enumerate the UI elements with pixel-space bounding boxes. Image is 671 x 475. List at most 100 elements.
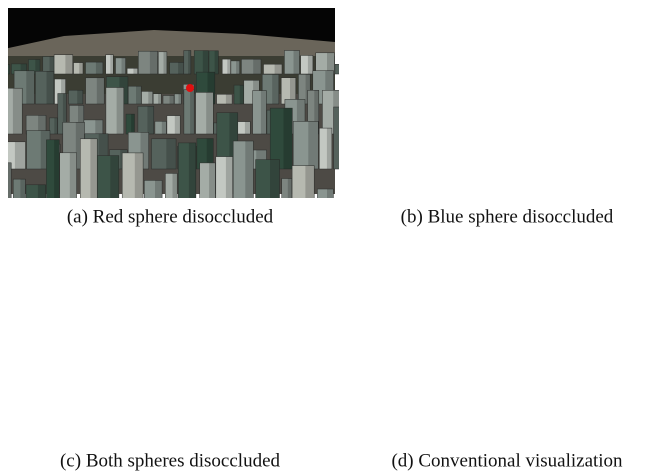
building-shade [524,171,528,204]
building [68,89,84,105]
building [368,383,386,412]
building [530,144,545,204]
building-shade [6,308,10,317]
building-shade [473,94,480,104]
building [13,422,25,447]
red-sphere [186,84,194,92]
building [194,294,208,317]
building [154,121,167,135]
building [334,64,339,75]
building [26,358,46,377]
building [166,115,181,135]
building [498,306,515,317]
building [461,89,474,134]
building [263,63,283,75]
building [214,366,237,377]
building-shade [65,298,73,317]
building [376,315,385,347]
building [222,302,230,317]
caption: (c) Both spheres disoccluded [60,450,281,471]
building-shade [534,335,542,347]
building-shade [78,348,84,377]
building [354,308,371,317]
building [386,67,401,74]
building [53,54,74,75]
building [350,421,376,447]
building-shade [214,50,219,74]
building [338,108,357,134]
building [14,314,34,347]
building-shade [202,50,209,74]
building-shade [502,333,508,348]
building-shade [587,175,594,204]
building-shade [469,297,476,317]
caption: (a) Red sphere disoccluded [67,206,274,227]
building [467,289,492,377]
building-shade [488,395,496,413]
building [411,103,422,134]
building [593,429,612,447]
building [178,386,196,447]
sky [343,4,671,194]
building [241,58,262,75]
building-shade [38,115,47,134]
building-shade [333,333,340,377]
building-shade [345,318,350,347]
building [138,294,157,317]
building-shade [469,89,474,134]
building-shade [617,70,623,104]
building [334,350,346,412]
building-shade [136,86,142,104]
building-shade [54,139,60,198]
building-shade [236,60,240,74]
building-shade [40,130,51,169]
building [568,293,579,317]
building-shade [35,303,40,318]
building [473,175,483,204]
building [360,106,376,134]
building-shade [496,137,504,204]
building [587,54,597,74]
building [396,127,410,170]
building-shade [548,88,552,104]
building [141,91,154,105]
building [284,50,300,75]
building-shade [178,305,184,317]
building-shade [46,71,54,104]
panel-image [8,8,339,198]
building-shade [508,306,515,317]
building [470,394,486,447]
building-shade [377,61,383,74]
building [200,406,216,447]
building [472,320,490,347]
building [375,148,401,204]
building-shade [229,356,237,412]
building [568,383,590,412]
building-shade [487,62,491,74]
building-shade [559,138,569,169]
building [403,74,418,104]
building [196,315,215,347]
building [316,296,335,317]
building [428,420,455,447]
building [419,95,433,104]
panel-image [0,247,350,447]
building [391,118,410,134]
building-shade [261,334,267,377]
building-shade [532,114,538,134]
building-shade [208,315,216,347]
building [476,117,498,134]
building [97,155,120,198]
building-shade [411,66,417,74]
building-shade [540,349,545,377]
building-shade [570,366,573,377]
building-shade [643,361,651,412]
building-shade [21,307,27,317]
building [237,365,251,377]
building [546,295,555,317]
building-shade [642,399,650,448]
building-shade [346,58,351,74]
building [454,50,463,74]
building-shade [166,138,177,169]
